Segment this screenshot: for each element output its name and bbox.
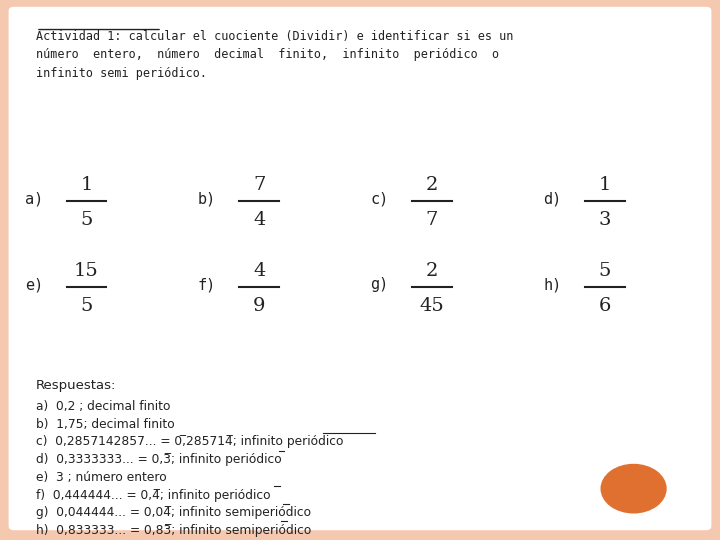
Text: e)  3 ; número entero: e) 3 ; número entero bbox=[36, 471, 167, 484]
Text: 45: 45 bbox=[420, 297, 444, 315]
Text: c)  0,2857142857... = 0,̅285714̅; infinito periódico: c) 0,2857142857... = 0,̅285714̅; infinit… bbox=[36, 435, 343, 449]
Text: 15: 15 bbox=[74, 262, 99, 280]
Text: b)  1,75; decimal finito: b) 1,75; decimal finito bbox=[36, 418, 175, 431]
Text: g)  0,044444... = 0,04̅; infinito semiperiódico: g) 0,044444... = 0,04̅; infinito semiper… bbox=[36, 507, 311, 519]
Text: 4: 4 bbox=[253, 262, 266, 280]
Circle shape bbox=[601, 464, 666, 513]
Text: d): d) bbox=[544, 191, 562, 206]
Text: e): e) bbox=[25, 277, 43, 292]
FancyBboxPatch shape bbox=[7, 5, 713, 531]
Text: 7: 7 bbox=[426, 211, 438, 229]
Text: 7: 7 bbox=[253, 176, 266, 194]
Text: f): f) bbox=[198, 277, 216, 292]
Text: 5: 5 bbox=[80, 211, 93, 229]
Text: c): c) bbox=[371, 191, 389, 206]
Text: h)  0,833333... = 0,83̅; infinito semiperiódico: h) 0,833333... = 0,83̅; infinito semiper… bbox=[36, 524, 311, 537]
Text: 3: 3 bbox=[598, 211, 611, 229]
Text: b): b) bbox=[198, 191, 216, 206]
Text: 2: 2 bbox=[426, 262, 438, 280]
Text: f)  0,444444... = 0,4̅; infinito periódico: f) 0,444444... = 0,4̅; infinito periódic… bbox=[36, 489, 271, 502]
Text: 9: 9 bbox=[253, 297, 266, 315]
Text: Respuestas:: Respuestas: bbox=[36, 379, 117, 392]
Text: infinito semi periódico.: infinito semi periódico. bbox=[36, 67, 207, 80]
Text: 2: 2 bbox=[426, 176, 438, 194]
Text: 6: 6 bbox=[598, 297, 611, 315]
Text: 1: 1 bbox=[80, 176, 93, 194]
Text: Actividad 1: calcular el cuociente (Dividir) e identificar si es un: Actividad 1: calcular el cuociente (Divi… bbox=[36, 30, 513, 43]
Text: 4: 4 bbox=[253, 211, 266, 229]
Text: 5: 5 bbox=[598, 262, 611, 280]
Text: a): a) bbox=[25, 191, 43, 206]
Text: d)  0,3333333... = 0,3̅; infinito periódico: d) 0,3333333... = 0,3̅; infinito periódi… bbox=[36, 453, 282, 466]
Text: 5: 5 bbox=[80, 297, 93, 315]
Text: número  entero,  número  decimal  finito,  infinito  periódico  o: número entero, número decimal finito, in… bbox=[36, 48, 499, 62]
Text: h): h) bbox=[544, 277, 562, 292]
Text: a)  0,2 ; decimal finito: a) 0,2 ; decimal finito bbox=[36, 400, 171, 413]
Text: g): g) bbox=[371, 277, 389, 292]
Text: 1: 1 bbox=[598, 176, 611, 194]
